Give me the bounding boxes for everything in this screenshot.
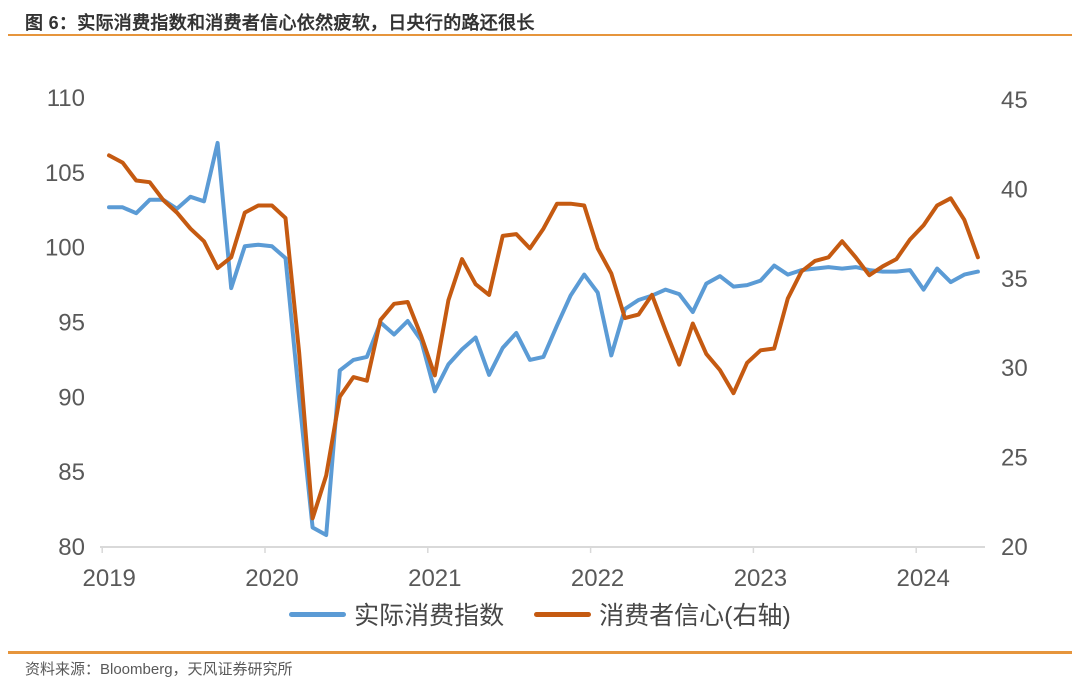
svg-text:95: 95 — [58, 309, 85, 336]
svg-text:105: 105 — [45, 160, 85, 187]
source-note: 资料来源：Bloomberg，天风证券研究所 — [25, 661, 293, 678]
svg-text:40: 40 — [1001, 176, 1028, 203]
svg-text:85: 85 — [58, 459, 85, 486]
svg-text:110: 110 — [47, 85, 85, 112]
svg-text:25: 25 — [1001, 445, 1028, 472]
chart-legend: 实际消费指数 消费者信心(右轴) — [0, 597, 1080, 631]
legend-line-blue — [289, 611, 347, 617]
svg-text:2021: 2021 — [408, 565, 461, 592]
figure-title: 图 6：实际消费指数和消费者信心依然疲软，日央行的路还很长 — [25, 13, 535, 33]
legend-label-consumption: 实际消费指数 — [354, 602, 505, 630]
legend-item-consumption: 实际消费指数 — [289, 596, 504, 632]
title-divider — [8, 33, 1072, 36]
svg-text:20: 20 — [1001, 534, 1028, 561]
svg-text:2020: 2020 — [245, 565, 298, 592]
footer-divider — [8, 651, 1072, 654]
legend-label-confidence: 消费者信心(右轴) — [599, 602, 791, 630]
svg-text:2022: 2022 — [571, 565, 624, 592]
svg-text:45: 45 — [1001, 87, 1028, 114]
svg-text:2024: 2024 — [897, 565, 950, 592]
svg-text:2019: 2019 — [83, 565, 136, 592]
legend-item-confidence: 消费者信心(右轴) — [534, 596, 791, 632]
svg-text:30: 30 — [1001, 355, 1028, 382]
svg-text:100: 100 — [45, 235, 85, 262]
svg-text:90: 90 — [58, 384, 85, 411]
svg-text:80: 80 — [58, 534, 85, 561]
svg-text:2023: 2023 — [734, 565, 787, 592]
svg-text:35: 35 — [1001, 266, 1028, 293]
legend-line-orange — [534, 611, 592, 617]
